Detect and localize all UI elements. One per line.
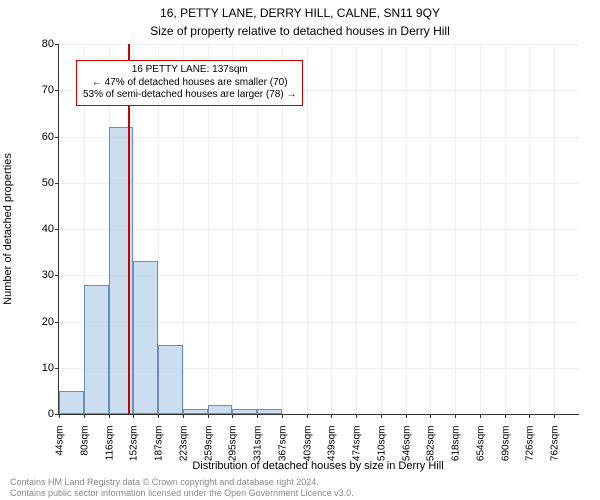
gridline-v bbox=[331, 44, 332, 414]
chart-title-desc: Size of property relative to detached ho… bbox=[0, 24, 600, 38]
annotation-line-1: 16 PETTY LANE: 137sqm bbox=[83, 64, 296, 77]
xtick-label: 546sqm bbox=[401, 426, 412, 466]
ytick-mark bbox=[55, 44, 59, 45]
xtick-label: 762sqm bbox=[550, 426, 561, 466]
xtick-mark bbox=[406, 414, 407, 418]
xtick-label: 331sqm bbox=[253, 426, 264, 466]
annotation-box: 16 PETTY LANE: 137sqm← 47% of detached h… bbox=[76, 60, 303, 106]
xtick-label: 582sqm bbox=[426, 426, 437, 466]
ytick-label: 10 bbox=[14, 362, 54, 374]
annotation-line-2: ← 47% of detached houses are smaller (70… bbox=[83, 77, 296, 90]
xtick-mark bbox=[133, 414, 134, 418]
xtick-mark bbox=[282, 414, 283, 418]
histogram-bar bbox=[208, 405, 233, 414]
ytick-mark bbox=[55, 183, 59, 184]
ytick-mark bbox=[55, 137, 59, 138]
xtick-label: 187sqm bbox=[154, 426, 165, 466]
xtick-label: 152sqm bbox=[129, 426, 140, 466]
xtick-label: 295sqm bbox=[228, 426, 239, 466]
ytick-mark bbox=[55, 90, 59, 91]
xtick-label: 654sqm bbox=[475, 426, 486, 466]
xtick-mark bbox=[158, 414, 159, 418]
ytick-label: 70 bbox=[14, 84, 54, 96]
xtick-mark bbox=[109, 414, 110, 418]
y-axis-label: Number of detached properties bbox=[2, 153, 14, 305]
xtick-mark bbox=[480, 414, 481, 418]
ytick-label: 40 bbox=[14, 223, 54, 235]
xtick-mark bbox=[455, 414, 456, 418]
gridline-v bbox=[529, 44, 530, 414]
ytick-label: 80 bbox=[14, 38, 54, 50]
gridline-v bbox=[554, 44, 555, 414]
xtick-mark bbox=[257, 414, 258, 418]
gridline-h bbox=[59, 44, 579, 45]
gridline-v bbox=[455, 44, 456, 414]
xtick-mark bbox=[232, 414, 233, 418]
xtick-mark bbox=[331, 414, 332, 418]
gridline-v bbox=[505, 44, 506, 414]
chart-container: 16, PETTY LANE, DERRY HILL, CALNE, SN11 … bbox=[0, 0, 600, 500]
xtick-mark bbox=[529, 414, 530, 418]
xtick-label: 403sqm bbox=[302, 426, 313, 466]
gridline-h bbox=[59, 137, 579, 138]
xtick-mark bbox=[59, 414, 60, 418]
ytick-label: 0 bbox=[14, 408, 54, 420]
xtick-label: 439sqm bbox=[327, 426, 338, 466]
xtick-mark bbox=[307, 414, 308, 418]
annotation-line-3: 53% of semi-detached houses are larger (… bbox=[83, 89, 296, 102]
ytick-label: 30 bbox=[14, 269, 54, 281]
xtick-label: 80sqm bbox=[79, 426, 90, 466]
xtick-mark bbox=[356, 414, 357, 418]
xtick-label: 223sqm bbox=[178, 426, 189, 466]
ytick-mark bbox=[55, 322, 59, 323]
histogram-bar bbox=[59, 391, 84, 414]
xtick-mark bbox=[554, 414, 555, 418]
xtick-mark bbox=[208, 414, 209, 418]
gridline-v bbox=[406, 44, 407, 414]
gridline-h bbox=[59, 183, 579, 184]
xtick-label: 618sqm bbox=[451, 426, 462, 466]
xtick-mark bbox=[430, 414, 431, 418]
xtick-mark bbox=[381, 414, 382, 418]
ytick-label: 50 bbox=[14, 177, 54, 189]
chart-title-address: 16, PETTY LANE, DERRY HILL, CALNE, SN11 … bbox=[0, 6, 600, 20]
ytick-mark bbox=[55, 275, 59, 276]
gridline-v bbox=[381, 44, 382, 414]
histogram-bar bbox=[158, 345, 183, 414]
xtick-mark bbox=[84, 414, 85, 418]
xtick-label: 510sqm bbox=[376, 426, 387, 466]
xtick-label: 367sqm bbox=[277, 426, 288, 466]
footer-attribution: Contains HM Land Registry data © Crown c… bbox=[10, 477, 354, 498]
ytick-label: 60 bbox=[14, 131, 54, 143]
gridline-v bbox=[480, 44, 481, 414]
xtick-mark bbox=[183, 414, 184, 418]
gridline-v bbox=[430, 44, 431, 414]
xtick-label: 259sqm bbox=[203, 426, 214, 466]
xtick-label: 690sqm bbox=[500, 426, 511, 466]
histogram-bar bbox=[84, 285, 109, 415]
ytick-mark bbox=[55, 368, 59, 369]
gridline-h bbox=[59, 229, 579, 230]
xtick-label: 44sqm bbox=[55, 426, 66, 466]
histogram-bar bbox=[133, 261, 158, 414]
histogram-bar bbox=[232, 409, 257, 414]
footer-line-2: Contains public sector information licen… bbox=[10, 488, 354, 498]
xtick-label: 474sqm bbox=[352, 426, 363, 466]
xtick-mark bbox=[505, 414, 506, 418]
ytick-label: 20 bbox=[14, 316, 54, 328]
histogram-bar bbox=[183, 409, 208, 414]
xtick-label: 116sqm bbox=[104, 426, 115, 466]
gridline-v bbox=[307, 44, 308, 414]
xtick-label: 726sqm bbox=[525, 426, 536, 466]
footer-line-1: Contains HM Land Registry data © Crown c… bbox=[10, 477, 354, 487]
gridline-v bbox=[356, 44, 357, 414]
ytick-mark bbox=[55, 229, 59, 230]
histogram-bar bbox=[257, 409, 282, 414]
